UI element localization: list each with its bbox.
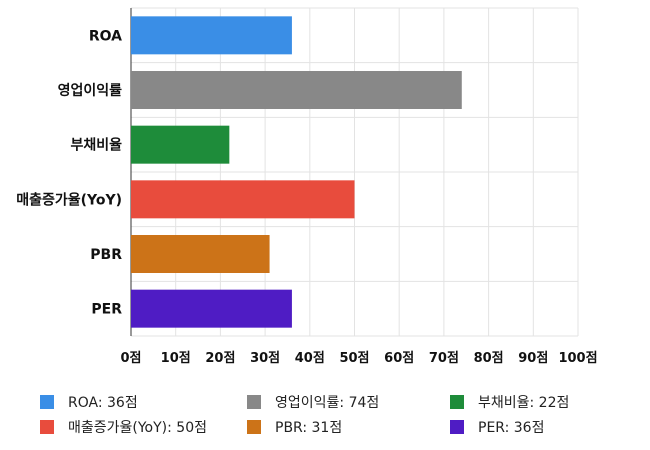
x-tick-label: 10점 xyxy=(161,351,191,366)
legend-item-per: PER: 36점 xyxy=(450,417,544,437)
x-tick-label: 30점 xyxy=(250,351,280,366)
grid-layer xyxy=(130,7,579,337)
bar xyxy=(131,71,462,109)
x-tick-label: 0점 xyxy=(120,351,141,366)
category-label: ROA xyxy=(89,28,122,44)
bars-layer xyxy=(131,16,462,328)
category-label: PBR xyxy=(90,247,122,263)
legend-swatch xyxy=(450,395,464,409)
x-tick-label: 60점 xyxy=(384,351,414,366)
category-label: PER xyxy=(91,302,122,318)
legend-label: ROA: 36점 xyxy=(68,395,138,411)
legend-item-pbr: PBR: 31점 xyxy=(247,417,342,437)
legend-swatch xyxy=(450,420,464,434)
legend-label: 매출증가율(YoY): 50점 xyxy=(68,420,207,436)
legend-item-debt-ratio: 부채비율: 22점 xyxy=(450,392,569,412)
legend-label: PBR: 31점 xyxy=(275,420,343,436)
bar xyxy=(131,289,292,328)
legend-item-sales-growth: 매출증가율(YoY): 50점 xyxy=(40,417,207,437)
x-tick-label: 70점 xyxy=(429,351,459,366)
legend-swatch xyxy=(40,420,54,434)
legend-swatch xyxy=(247,395,261,409)
x-tick-label: 50점 xyxy=(339,351,369,366)
x-tick-label: 90점 xyxy=(518,351,548,366)
category-label: 매출증가율(YoY) xyxy=(16,191,122,208)
x-tick-label: 80점 xyxy=(474,351,504,366)
category-label: 부채비율 xyxy=(70,137,122,154)
legend-swatch xyxy=(247,420,261,434)
legend-label: 부채비율: 22점 xyxy=(478,395,570,411)
category-label: 영업이익률 xyxy=(58,82,123,99)
legend-swatch xyxy=(40,395,54,409)
bar xyxy=(131,16,292,55)
legend-label: PER: 36점 xyxy=(478,420,545,436)
ticks-layer: 0점 10점 20점 30점 40점 50점 60점 70점 80점 90점 100점 xyxy=(120,351,597,366)
bar xyxy=(131,235,270,273)
x-tick-label: 20점 xyxy=(205,351,235,366)
legend-item-roa: ROA: 36점 xyxy=(40,392,138,412)
x-tick-label: 100점 xyxy=(558,351,597,366)
bar xyxy=(131,180,355,219)
bar xyxy=(131,125,230,164)
legend-label: 영업이익률: 74점 xyxy=(275,395,380,411)
x-tick-label: 40점 xyxy=(295,351,325,366)
legend-item-operating-margin: 영업이익률: 74점 xyxy=(247,392,379,412)
